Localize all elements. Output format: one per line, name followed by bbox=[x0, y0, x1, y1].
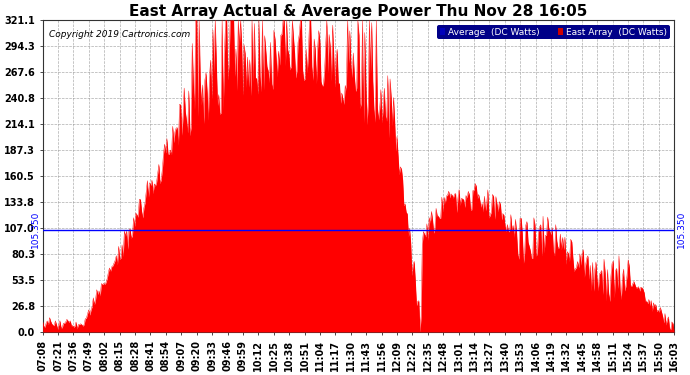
Text: 105.350: 105.350 bbox=[30, 211, 39, 248]
Legend: Average  (DC Watts), East Array  (DC Watts): Average (DC Watts), East Array (DC Watts… bbox=[437, 25, 670, 39]
Text: Copyright 2019 Cartronics.com: Copyright 2019 Cartronics.com bbox=[49, 30, 190, 39]
Text: 105.350: 105.350 bbox=[678, 211, 687, 248]
Title: East Array Actual & Average Power Thu Nov 28 16:05: East Array Actual & Average Power Thu No… bbox=[129, 4, 588, 19]
